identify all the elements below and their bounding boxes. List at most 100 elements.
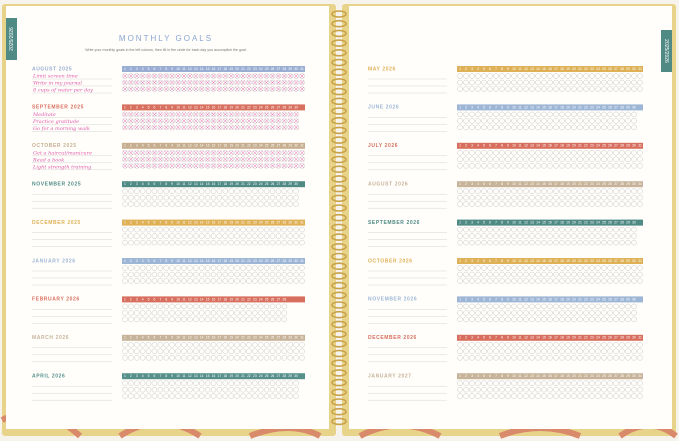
day-circle [499,73,505,79]
day-circle [222,278,229,284]
check-mark [276,112,281,117]
day-number: 25 [265,67,269,71]
day-circle [228,380,234,386]
day-circle [589,124,595,131]
day-circle [511,278,517,284]
day-circle [263,118,270,124]
day-circle [139,233,146,239]
day-number: 13 [530,336,534,340]
day-number: 7 [159,182,161,186]
day-circle [198,73,205,79]
check-mark [270,163,275,168]
day-circle [463,73,469,79]
day-circle [559,278,565,284]
day-circle [263,348,270,354]
day-number: 6 [154,374,156,378]
day-circle [181,233,187,239]
day-circle [169,111,175,118]
day-number: 26 [608,336,612,340]
day-circle [128,342,134,348]
day-circle [252,79,258,86]
spiral-ring [331,107,347,115]
day-circle [631,239,637,246]
day-circle [240,226,246,233]
day-circle [128,118,134,124]
day-number: 14 [200,374,204,378]
day-circle [565,79,571,86]
day-number: 27 [614,144,618,148]
day-circle [258,118,264,124]
day-circle [595,355,601,361]
check-mark [152,118,157,124]
day-number: 8 [501,144,503,148]
day-circle [210,355,217,361]
day-number: 23 [253,220,257,224]
day-circle [187,348,193,354]
check-mark [170,86,175,92]
check-mark [258,73,263,79]
day-circle [145,73,152,79]
day-circle [637,194,643,201]
day-circle [216,316,223,323]
day-circle [139,86,146,92]
day-number: 1 [124,336,126,340]
day-number: 3 [471,144,473,148]
check-mark [240,157,246,162]
day-circle [481,118,487,124]
day-number: 17 [218,297,222,301]
day-number: 17 [218,336,222,340]
day-circle [457,150,463,156]
day-number: 7 [159,336,161,340]
day-circle [607,380,613,386]
day-number: 27 [614,67,618,71]
day-circle [625,348,631,354]
day-circle [151,342,158,348]
day-circle [269,150,276,156]
day-number: 31 [638,67,642,71]
day-circle [151,201,158,207]
day-circle [613,194,619,201]
day-number: 9 [507,220,509,224]
day-circle [505,201,511,207]
day-circle [252,310,258,316]
day-number: 8 [501,297,503,301]
day-circle [625,265,631,271]
day-circle [499,271,505,278]
day-circle [583,278,589,284]
spiral-ring [331,19,347,28]
day-circle [511,150,517,156]
day-circle [169,86,175,92]
day-circle [529,226,535,233]
spiral-ring [331,155,347,164]
day-number: 28 [283,374,287,378]
day-circle [181,355,187,361]
check-mark [264,73,269,79]
day-circle [228,265,234,271]
spiral-ring [331,136,347,144]
day-circle [511,303,517,310]
day-circle [511,73,517,79]
day-number: 7 [495,259,497,263]
day-circle [487,118,493,124]
day-circle [151,271,158,278]
day-circle [175,303,181,310]
day-circle [589,194,595,201]
day-circle [535,393,541,399]
day-circle [505,163,511,169]
day-number: 3 [136,374,138,378]
check-mark [217,118,222,124]
check-mark [152,86,157,92]
day-circle [559,163,565,169]
day-circle [275,278,282,284]
day-number: 10 [176,374,180,378]
check-mark [258,80,263,85]
day-number: 27 [614,182,618,186]
day-number: 31 [638,144,642,148]
day-number: 26 [608,374,612,378]
check-mark [128,112,134,117]
day-circle [631,278,637,284]
check-mark [193,163,198,168]
day-circle [299,79,305,86]
day-circle [523,342,529,348]
day-circle [589,226,595,233]
